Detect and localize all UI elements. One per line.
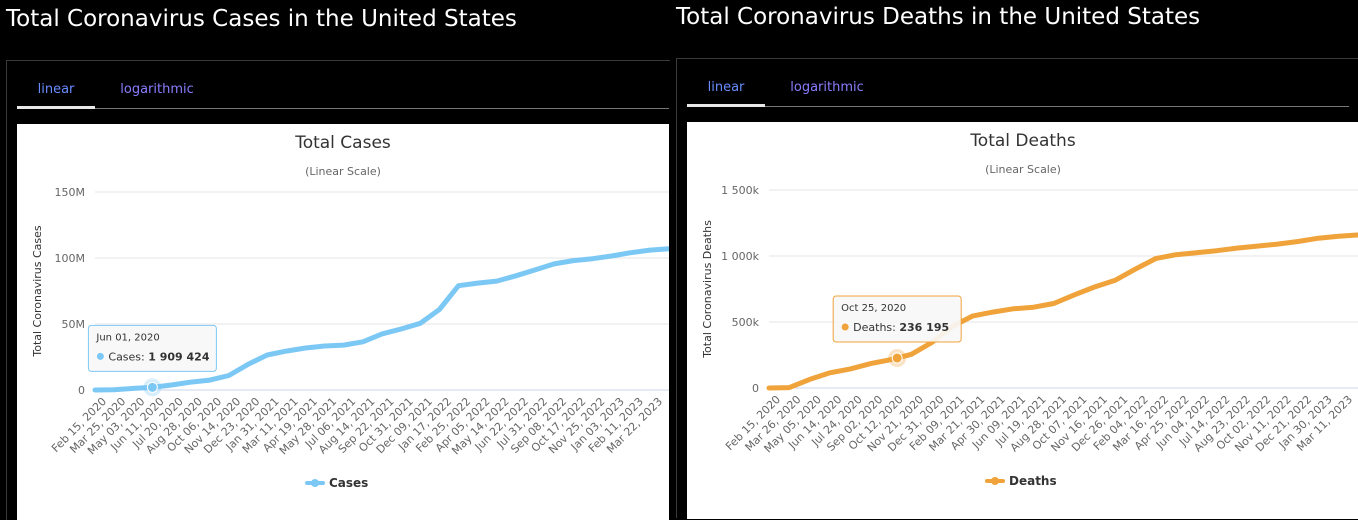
deaths-chart: Total Deaths (Linear Scale) 0 500k 1 000k 1 5… xyxy=(687,122,1358,519)
cases-y-axis-title: Total Coronavirus Cases xyxy=(31,225,44,358)
cases-heading: Total Coronavirus Cases in the United St… xyxy=(6,6,517,32)
cases-tab-logarithmic[interactable]: logarithmic xyxy=(120,82,194,97)
deaths-heading: Total Coronavirus Deaths in the United S… xyxy=(676,4,1201,30)
deaths-chart-title: Total Deaths xyxy=(969,131,1076,151)
cases-tooltip-date: Jun 01, 2020 xyxy=(95,332,159,343)
cases-chart-svg: Total Cases (Linear Scale) 0 50M 100M 150M Tot… xyxy=(31,133,669,490)
cases-tooltip-box xyxy=(87,324,217,372)
deaths-y-tick-label: 1 000k xyxy=(721,250,759,263)
deaths-y-tick-label: 0 xyxy=(752,382,759,395)
deaths-legend-symbol-dot xyxy=(991,477,999,485)
cases-legend-label: Cases xyxy=(329,476,368,490)
cases-hover-point xyxy=(146,381,158,393)
deaths-hover-point xyxy=(891,352,903,364)
deaths-tooltip-box xyxy=(832,295,962,343)
cases-scale-tabs: linear logarithmic xyxy=(17,61,669,109)
deaths-legend-label: Deaths xyxy=(1009,474,1057,488)
deaths-y-tick-label: 1 500k xyxy=(721,184,759,197)
deaths-y-axis-title: Total Coronavirus Deaths xyxy=(701,220,714,359)
deaths-scale-tabs: linear logarithmic xyxy=(687,59,1349,107)
cases-legend-symbol-dot xyxy=(311,479,319,487)
deaths-chart-frame: linear logarithmic Total Deaths (Linear S… xyxy=(676,58,1358,519)
cases-chart-subtitle: (Linear Scale) xyxy=(305,165,381,178)
cases-y-tick-label: 150M xyxy=(55,186,86,199)
deaths-tooltip-date: Oct 25, 2020 xyxy=(841,303,906,314)
cases-chart: Total Cases (Linear Scale) 0 50M 100M 150M Tot… xyxy=(17,124,669,520)
deaths-tooltip-bullet xyxy=(841,323,849,331)
deaths-y-tick-label: 500k xyxy=(732,316,760,329)
deaths-tab-linear[interactable]: linear xyxy=(687,59,765,107)
cases-chart-frame: linear logarithmic Total Cases (Linear Sc… xyxy=(6,60,670,520)
cases-y-tick-label: 50M xyxy=(62,318,86,331)
cases-tooltip-bullet xyxy=(96,352,104,360)
cases-series-line xyxy=(92,246,669,393)
cases-panel: Total Coronavirus Cases in the United St… xyxy=(0,0,670,520)
cases-chart-title: Total Cases xyxy=(294,133,391,153)
cases-y-tick-label: 0 xyxy=(78,384,85,397)
deaths-chart-svg: Total Deaths (Linear Scale) 0 500k 1 000k 1 5… xyxy=(701,131,1358,488)
cases-y-tick-label: 100M xyxy=(55,252,86,265)
cases-tab-linear[interactable]: linear xyxy=(17,61,95,109)
deaths-series-line xyxy=(766,232,1358,391)
deaths-panel: Total Coronavirus Deaths in the United S… xyxy=(676,0,1358,520)
cases-tooltip-value: Cases: 1 909 424 xyxy=(108,350,209,363)
deaths-chart-subtitle: (Linear Scale) xyxy=(985,163,1061,176)
deaths-tab-logarithmic[interactable]: logarithmic xyxy=(790,80,864,95)
deaths-tooltip-value: Deaths: 236 195 xyxy=(853,321,949,334)
